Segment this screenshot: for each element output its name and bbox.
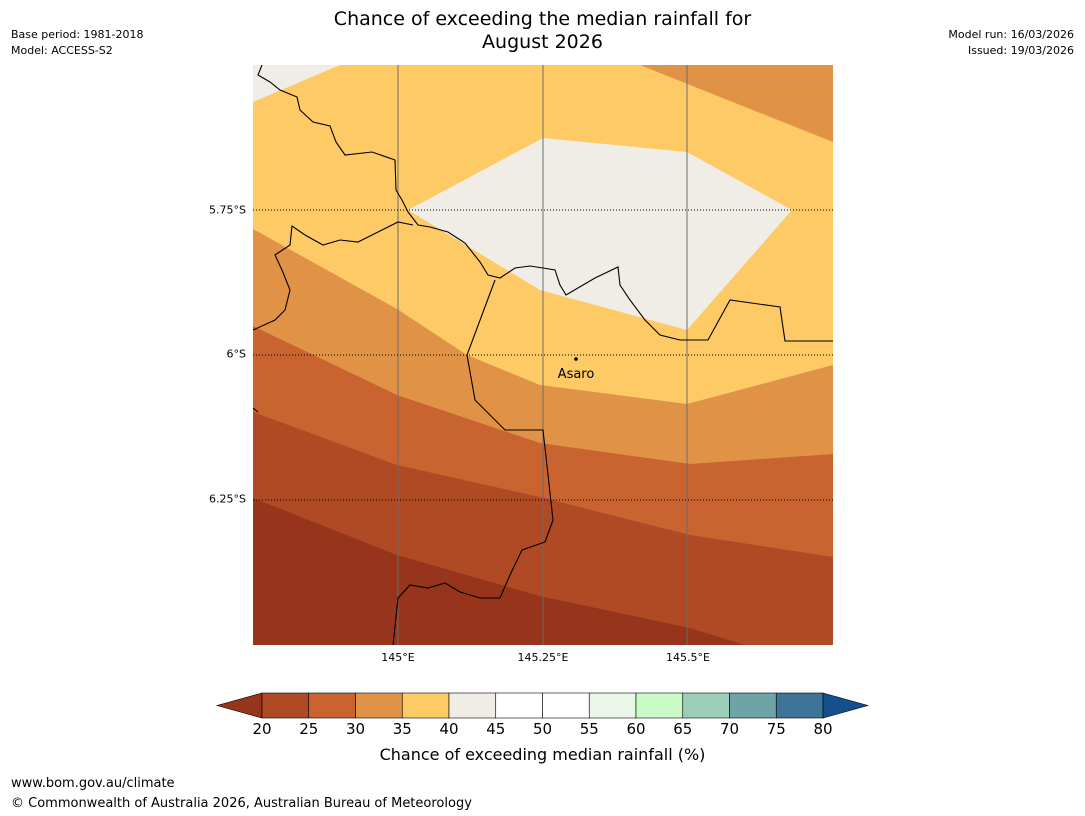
- colorbar-tick-label: 65: [673, 720, 693, 738]
- footer-url: www.bom.gov.au/climate: [11, 776, 175, 791]
- lat-label-6: 6°S: [226, 347, 246, 361]
- colorbar-label: Chance of exceeding median rainfall (%): [379, 745, 706, 764]
- colorbar-tick-label: 40: [439, 720, 459, 738]
- colorbar-swatch: [355, 692, 403, 719]
- colorbar-tick-label: 35: [392, 720, 412, 738]
- lat-label-5-75: 5.75°S: [209, 203, 246, 217]
- asaro-marker: [574, 357, 578, 361]
- colorbar-swatch: [401, 692, 450, 719]
- colorbar-tick-label: 50: [532, 720, 553, 738]
- title-line-1: Chance of exceeding the median rainfall …: [333, 8, 752, 30]
- colorbar-tick-label: 80: [813, 720, 833, 738]
- map-title: Chance of exceeding the median rainfall …: [230, 8, 855, 54]
- band-40-45-top: [253, 65, 340, 102]
- colorbar-tick-label: 45: [486, 720, 506, 738]
- lat-label-6-25: 6.25°S: [209, 492, 246, 506]
- colorbar-swatch: [588, 692, 637, 719]
- province-borders: [253, 65, 833, 645]
- run-info: Model run: 16/03/2026 Issued: 19/03/2026: [948, 27, 1074, 59]
- colorbar-tick-label: 75: [766, 720, 786, 738]
- asaro-label: Asaro: [558, 367, 595, 382]
- lon-label-145-25: 145.25°E: [517, 651, 569, 664]
- colorbar-tick-label: 25: [299, 720, 319, 738]
- colorbar-swatch: [261, 692, 310, 719]
- model-info: Base period: 1981-2018 Model: ACCESS-S2: [11, 27, 143, 59]
- colorbar-swatch: [495, 692, 543, 719]
- colorbar-swatch: [775, 692, 824, 719]
- colorbar-tick-label: 30: [345, 720, 366, 738]
- colorbar-over-arrow: [822, 692, 870, 719]
- title-line-2: August 2026: [482, 31, 603, 53]
- colorbar-tick-label: 60: [626, 720, 646, 738]
- band-40-45-center: [408, 138, 792, 330]
- lon-label-145-5: 145.5°E: [666, 651, 710, 664]
- border-central: [392, 279, 554, 645]
- colorbar-swatch: [542, 692, 590, 719]
- latitude-gridlines: [253, 209, 833, 501]
- issued-date: Issued: 19/03/2026: [967, 44, 1074, 57]
- colorbar-swatch: [682, 692, 730, 719]
- colorbar-swatch: [635, 692, 684, 719]
- base-period: Base period: 1981-2018: [11, 28, 144, 41]
- band-20-under-corner: [253, 498, 600, 645]
- lon-label-145: 145°E: [381, 651, 415, 664]
- colorbar-swatch: [308, 692, 356, 719]
- footer-copyright: © Commonwealth of Australia 2026, Austra…: [11, 796, 472, 811]
- colorbar-tick-label: 70: [719, 720, 740, 738]
- band-40-45-upper: [540, 65, 833, 142]
- model-run-date: Model run: 16/03/2026: [948, 28, 1074, 41]
- colorbar-tick-label: 20: [252, 720, 272, 738]
- border-west-2: [253, 221, 414, 413]
- border-west: [257, 65, 833, 342]
- colorbar-swatch: [729, 692, 777, 719]
- colorbar-swatch: [448, 692, 497, 719]
- colorbar-under-arrow: [215, 692, 263, 719]
- colorbar-tick-label: 55: [579, 720, 599, 738]
- colorbar: [215, 692, 870, 719]
- model-name: Model: ACCESS-S2: [11, 44, 113, 57]
